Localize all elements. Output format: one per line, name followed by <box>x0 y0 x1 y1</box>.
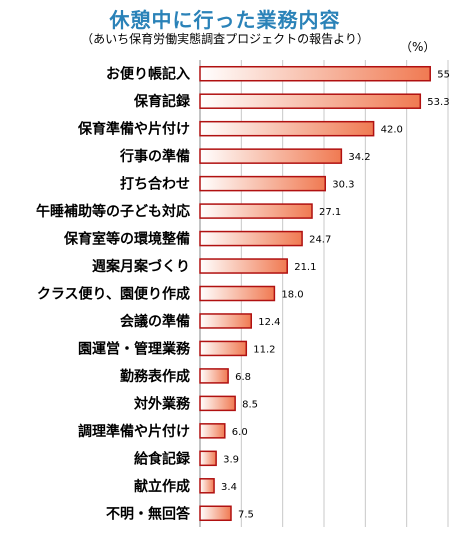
unit-label: （%） <box>400 40 436 54</box>
bar <box>199 285 276 302</box>
bar <box>199 450 217 467</box>
bar <box>199 478 215 494</box>
data-label: 11.2 <box>253 344 275 355</box>
data-label: 8.5 <box>242 399 258 410</box>
bar <box>199 368 229 384</box>
category-label: 保育記録 <box>133 93 191 110</box>
value-labels: 55.7 53.3 42.0 34.2 30.3 27.1 24.7 21.1 18.0 12.4… <box>221 70 450 521</box>
bar <box>199 258 288 274</box>
category-label: 調理準備や片付け <box>78 423 190 440</box>
category-label: クラス便り、園便り作成 <box>37 286 190 303</box>
data-label: 34.2 <box>348 152 370 163</box>
bar <box>199 175 326 192</box>
bar <box>199 395 236 412</box>
data-label: 27.1 <box>319 207 341 218</box>
data-label: 6.0 <box>232 427 248 438</box>
chart-title: 休憩中に行った業務内容 <box>109 8 341 32</box>
category-label: 保育準備や片付け <box>77 121 190 138</box>
chart-subtitle: （あいち保育労働実態調査プロジェクトの報告より） <box>81 32 369 46</box>
category-labels: お便り帳記入保育記録保育準備や片付け行事の準備打ち合わせ午睡補助等の子ども対応保… <box>36 66 191 523</box>
bar <box>199 65 431 82</box>
category-label: 会議の準備 <box>120 313 190 330</box>
data-label: 12.4 <box>258 317 280 328</box>
category-label: 対外業務 <box>133 395 191 412</box>
data-label: 24.7 <box>309 235 331 246</box>
bar <box>199 423 226 439</box>
bar <box>199 340 248 357</box>
category-label: 打ち合わせ <box>120 176 190 193</box>
category-label: 献立作成 <box>134 478 190 495</box>
data-label: 53.3 <box>427 97 449 108</box>
category-label: 勤務表作成 <box>120 368 190 385</box>
category-label: 給食記録 <box>134 450 191 467</box>
category-label: お便り帳記入 <box>106 66 190 83</box>
data-label: 7.5 <box>238 509 254 520</box>
data-label: 6.8 <box>235 372 251 383</box>
data-label: 21.1 <box>294 262 316 273</box>
category-label: 週案月案づくり <box>92 258 190 275</box>
category-label: 不明・無回答 <box>106 505 191 522</box>
category-label: 保育室等の環境整備 <box>63 231 190 248</box>
data-label: 18.0 <box>281 290 303 301</box>
bar <box>199 230 303 247</box>
data-label: 3.4 <box>221 482 237 493</box>
bar <box>199 148 343 164</box>
data-label: 3.9 <box>223 454 239 465</box>
bar <box>199 313 253 329</box>
bar <box>199 93 422 109</box>
bar <box>199 203 313 219</box>
category-label: 行事の準備 <box>119 148 190 165</box>
data-label: 42.0 <box>381 125 403 136</box>
category-label: 午睡補助等の子ども対応 <box>36 203 190 220</box>
bar-series <box>199 65 431 522</box>
category-label: 園運営・管理業務 <box>78 340 191 357</box>
bar <box>199 120 375 137</box>
bar <box>199 505 232 522</box>
data-label: 55.7 <box>437 70 450 81</box>
data-label: 30.3 <box>332 180 354 191</box>
